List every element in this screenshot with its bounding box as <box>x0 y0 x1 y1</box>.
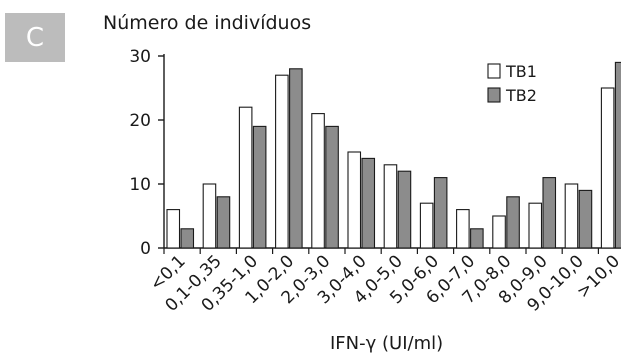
legend-swatch-tb2 <box>487 87 501 103</box>
bar-tb1-8 <box>456 209 470 249</box>
bar-tb2-0 <box>180 228 195 249</box>
bar-tb1-5 <box>347 151 362 249</box>
bar-tb1-0 <box>166 209 181 249</box>
bar-tb2-11 <box>578 189 593 249</box>
y-tick-label: 10 <box>129 175 151 195</box>
bar-tb2-4 <box>325 125 339 249</box>
y-axis-label: Número de indivíduos <box>103 12 312 34</box>
bar-tb2-5 <box>361 157 376 249</box>
bar-tb1-3 <box>275 74 289 249</box>
panel-tag: C <box>5 13 65 62</box>
bar-tb1-10 <box>528 202 543 249</box>
bar-tb2-12 <box>614 61 621 249</box>
legend-swatch-tb1 <box>487 63 501 79</box>
y-tick-label: 20 <box>129 111 151 131</box>
bar-tb1-12 <box>600 87 615 249</box>
bar-tb1-6 <box>383 164 398 249</box>
bar-tb2-10 <box>542 177 557 249</box>
bar-tb2-9 <box>506 196 520 249</box>
bar-tb2-1 <box>216 196 231 249</box>
bar-tb2-6 <box>397 170 412 249</box>
y-tick-label: 0 <box>140 239 151 259</box>
bar-tb1-9 <box>492 215 506 249</box>
bar-tb2-8 <box>470 228 484 249</box>
legend-label-tb2: TB2 <box>505 86 537 105</box>
bar-tb1-2 <box>238 106 253 249</box>
bar-tb2-7 <box>433 177 448 249</box>
bar-tb1-11 <box>564 183 579 249</box>
bars <box>166 61 621 249</box>
y-ticks: 0 10 20 30 <box>129 47 164 259</box>
bar-tb2-3 <box>289 68 303 249</box>
bar-tb1-1 <box>202 183 217 249</box>
x-ticks: <0,10,1-0,350,35-1,01,0-2,02,0-3,03,0-4,… <box>146 248 621 316</box>
legend-label-tb1: TB1 <box>505 62 537 81</box>
y-tick-label: 30 <box>129 47 151 67</box>
bar-tb1-4 <box>311 113 325 249</box>
bar-tb1-7 <box>419 202 434 249</box>
x-axis-label: IFN-γ (UI/ml) <box>330 333 444 354</box>
bar-tb2-2 <box>252 125 267 249</box>
